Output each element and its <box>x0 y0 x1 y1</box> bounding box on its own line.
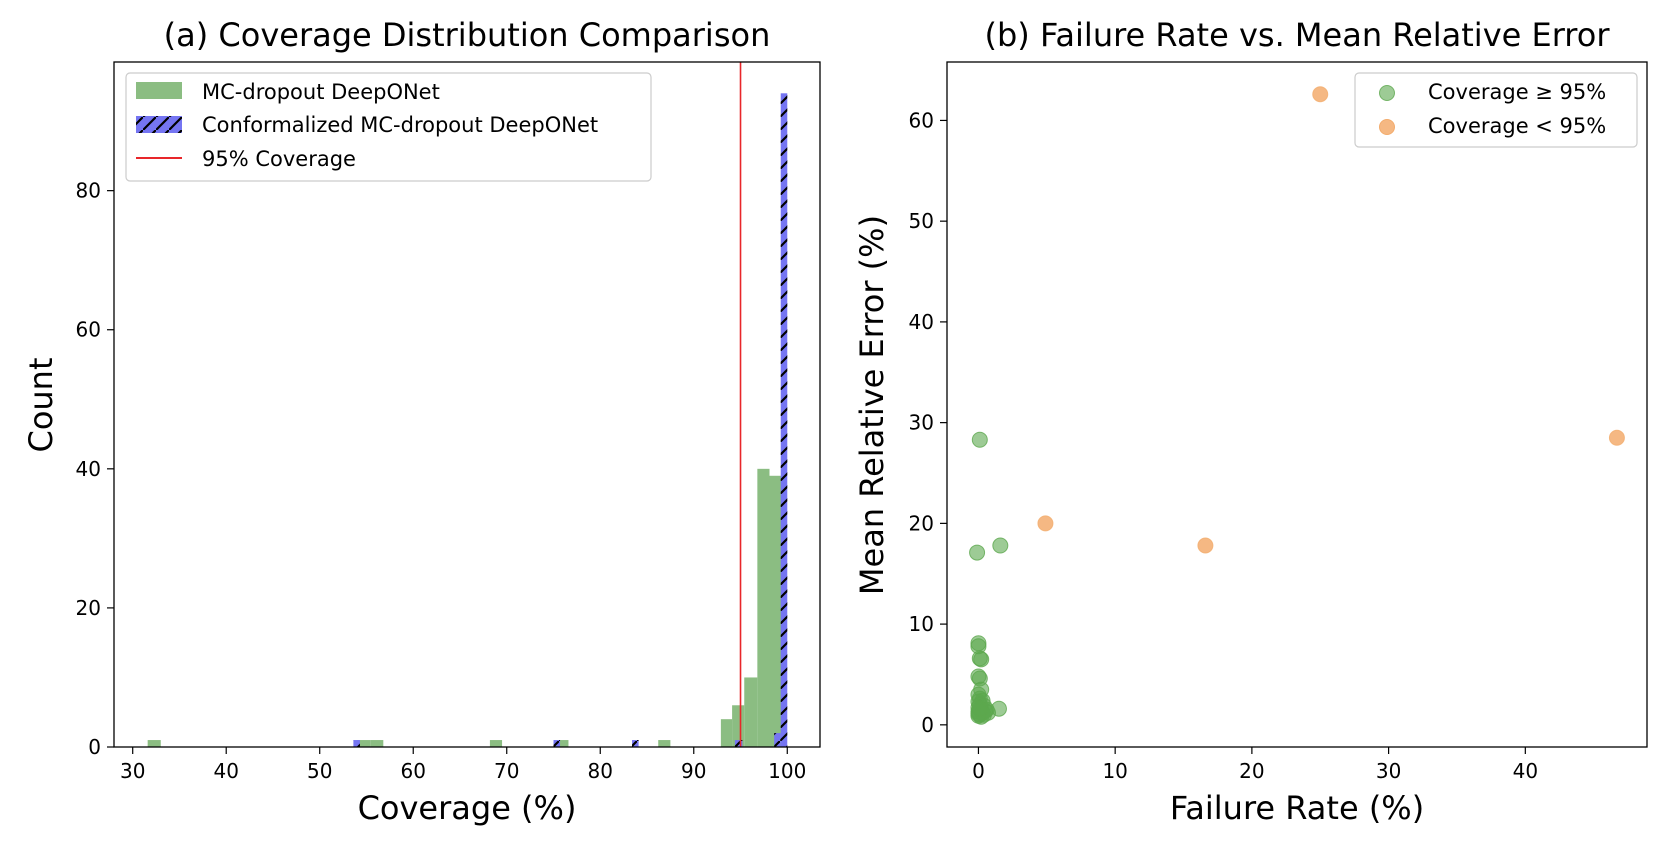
histogram-x-tick-label: 30 <box>120 759 145 783</box>
scatter-x-tick-label: 30 <box>1376 759 1401 783</box>
scatter-y-ticks: 0 10 20 30 40 50 60 <box>909 108 947 737</box>
scatter-point-coverage-high <box>992 537 1009 554</box>
histogram-chart: (a) Coverage Distribution Comparison 30 4… <box>22 16 821 827</box>
histogram-bar-mc-dropout <box>357 740 371 747</box>
scatter-plot-frame <box>946 61 1648 748</box>
histogram-bar-hatch <box>774 733 781 747</box>
histogram-bar-mc-dropout <box>557 740 569 747</box>
scatter-y-tick-label: 40 <box>909 310 934 334</box>
scatter-y-axis-label: Mean Relative Error (%) <box>853 215 891 595</box>
histogram-bar-hatch <box>780 93 788 747</box>
scatter-point-coverage-low <box>1312 86 1329 103</box>
scatter-legend-frame <box>1354 72 1638 148</box>
legend-label-mc-dropout: MC-dropout DeepONet <box>202 80 440 104</box>
legend-label-coverage-low: Coverage < 95% <box>1428 114 1606 138</box>
histogram-bar-hatch <box>734 740 743 747</box>
scatter-chart: (b) Failure Rate vs. Mean Relative Error… <box>853 16 1648 827</box>
histogram-bars <box>147 93 788 747</box>
histogram-bar-mc-dropout <box>757 468 770 747</box>
legend-marker-coverage-high <box>1379 85 1395 101</box>
scatter-y-tick-label: 10 <box>909 612 934 636</box>
histogram-y-tick-label: 20 <box>76 596 101 620</box>
histogram-legend-frame <box>125 72 652 182</box>
histogram-x-tick-label: 90 <box>681 759 706 783</box>
scatter-title: (b) Failure Rate vs. Mean Relative Error <box>985 16 1611 54</box>
histogram-y-tick-label: 40 <box>76 457 101 481</box>
histogram-x-tick-label: 70 <box>494 759 519 783</box>
scatter-x-tick-label: 10 <box>1102 759 1127 783</box>
scatter-point-coverage-high <box>969 544 986 561</box>
histogram-x-ticks: 30 40 50 60 70 80 90 100 <box>120 747 806 783</box>
histogram-bar-mc-dropout <box>769 475 783 747</box>
scatter-y-tick-label: 60 <box>909 108 934 132</box>
scatter-x-tick-label: 40 <box>1513 759 1538 783</box>
scatter-point-coverage-low <box>1037 515 1054 532</box>
histogram-bar-hatch <box>353 740 360 747</box>
histogram-bar-mc-dropout <box>720 719 733 747</box>
histogram-legend: MC-dropout DeepONet Conformalized MC-dro… <box>125 72 652 182</box>
histogram-bar-hatch <box>553 740 561 747</box>
legend-label-conformalized: Conformalized MC-dropout DeepONet <box>202 113 598 137</box>
scatter-y-tick-label: 30 <box>909 411 934 435</box>
histogram-y-axis-label: Count <box>22 357 60 452</box>
histogram-y-tick-label: 0 <box>88 735 101 759</box>
scatter-point-coverage-low <box>1608 429 1625 446</box>
scatter-x-axis-label: Failure Rate (%) <box>1170 789 1424 827</box>
scatter-x-ticks: 0 10 20 30 40 <box>972 747 1538 783</box>
scatter-x-tick-label: 20 <box>1239 759 1264 783</box>
scatter-y-tick-label: 20 <box>909 511 934 535</box>
histogram-title: (a) Coverage Distribution Comparison <box>164 16 771 54</box>
legend-marker-coverage-low <box>1379 119 1395 135</box>
scatter-y-tick-label: 0 <box>921 713 934 737</box>
histogram-bar-hatch <box>632 740 639 747</box>
histogram-bar-mc-dropout <box>370 740 384 747</box>
histogram-x-tick-label: 40 <box>213 759 238 783</box>
histogram-bar-mc-dropout <box>147 740 161 747</box>
histogram-y-ticks: 0 20 40 60 80 <box>76 179 114 759</box>
scatter-point-coverage-low <box>1197 537 1214 554</box>
scatter-x-tick-label: 0 <box>972 759 985 783</box>
legend-swatch-conformalized-hatch <box>136 116 182 133</box>
histogram-y-tick-label: 80 <box>76 179 101 203</box>
scatter-point-coverage-high <box>971 700 988 717</box>
scatter-point-coverage-high <box>971 431 988 448</box>
scatter-point-coverage-high <box>973 651 990 668</box>
histogram-x-tick-label: 50 <box>307 759 332 783</box>
scatter-y-tick-label: 50 <box>909 209 934 233</box>
legend-label-coverage-high: Coverage ≥ 95% <box>1428 80 1606 104</box>
histogram-bar-mc-dropout <box>489 740 503 747</box>
scatter-points <box>969 86 1625 725</box>
legend-swatch-mc-dropout <box>136 82 182 99</box>
legend-label-reference-line: 95% Coverage <box>202 147 356 171</box>
histogram-x-tick-label: 80 <box>588 759 613 783</box>
histogram-x-tick-label: 60 <box>401 759 426 783</box>
histogram-y-tick-label: 60 <box>76 318 101 342</box>
histogram-x-tick-label: 100 <box>768 759 806 783</box>
scatter-legend: Coverage ≥ 95% Coverage < 95% <box>1354 72 1638 148</box>
histogram-plot-frame <box>113 61 821 748</box>
histogram-x-axis-label: Coverage (%) <box>358 789 577 827</box>
histogram-bar-mc-dropout <box>744 677 758 747</box>
histogram-bar-mc-dropout <box>658 740 671 747</box>
